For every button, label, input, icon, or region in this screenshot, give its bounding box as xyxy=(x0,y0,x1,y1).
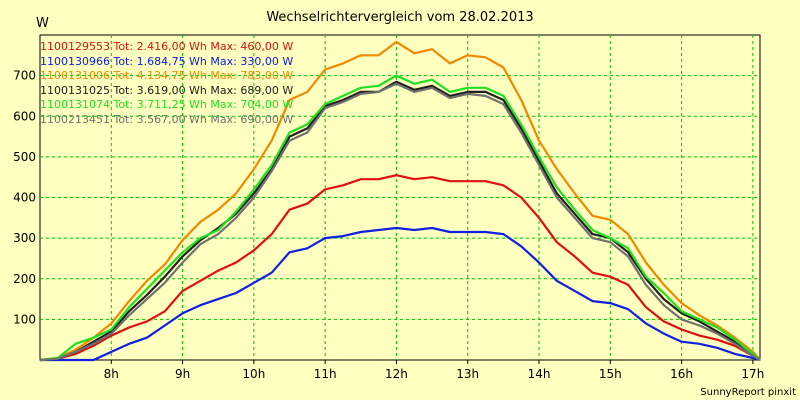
y-tick-label-400: 400 xyxy=(13,191,36,205)
legend-entry-1100213451: 1100213451 Tot: 3.567,00 Wh Max: 690,00 … xyxy=(40,112,294,126)
y-tick-label-600: 600 xyxy=(13,109,36,123)
chart-title: Wechselrichtervergleich vom 28.02.2013 xyxy=(266,10,534,25)
x-tick-label-13: 13h xyxy=(456,367,479,381)
legend-entry-1100130966: 1100130966 Tot: 1.684,75 Wh Max: 330,00 … xyxy=(40,54,294,68)
x-tick-label-10: 10h xyxy=(242,367,265,381)
series-line-1100131006 xyxy=(39,40,761,362)
y-tick-label-100: 100 xyxy=(13,312,36,326)
y-axis-ticks: 100 200 300 400 500 600 700 xyxy=(13,69,36,327)
x-tick-label-11: 11h xyxy=(314,367,337,381)
series-line-1100131025 xyxy=(39,80,761,362)
x-axis-ticks: 8h 9h 10h 11h 12h 13h 14h 15h 16h 17h xyxy=(104,360,764,381)
y-tick-label-700: 700 xyxy=(13,69,36,83)
legend-entry-1100129553: 1100129553 Tot: 2.416,00 Wh Max: 460,00 … xyxy=(40,40,294,53)
x-tick-label-12: 12h xyxy=(385,367,408,381)
y-tick-label-500: 500 xyxy=(13,150,36,164)
legend: 1100129553 Tot: 2.416,00 Wh Max: 460,00 … xyxy=(40,40,293,128)
y-tick-label-200: 200 xyxy=(13,272,36,286)
x-tick-label-9: 9h xyxy=(175,367,190,381)
series-line-1100130966 xyxy=(40,226,761,362)
series-line-1100213451 xyxy=(39,82,761,362)
legend-entry-1100131006: 1100131006 Tot: 4.134,75 Wh Max: 783,00 … xyxy=(40,69,294,83)
legend-entry-1100131025: 1100131025 Tot: 3.619,00 Wh Max: 689,00 … xyxy=(40,83,294,97)
x-tick-label-17: 17h xyxy=(741,367,764,381)
y-axis-label: W xyxy=(36,16,49,31)
x-tick-label-15: 15h xyxy=(599,367,622,381)
x-tick-label-14: 14h xyxy=(528,367,551,381)
legend-entry-1100131074: 1100131074 Tot: 3.711,25 Wh Max: 704,00 … xyxy=(40,98,294,112)
x-tick-label-8: 8h xyxy=(104,367,119,381)
footer-credit: SunnyReport pinxit xyxy=(700,387,796,398)
x-tick-label-16: 16h xyxy=(670,367,693,381)
y-tick-label-300: 300 xyxy=(13,231,36,245)
series-line-1100131074 xyxy=(39,74,761,362)
series-line-1100129553 xyxy=(39,174,761,362)
series-lines xyxy=(39,40,761,362)
